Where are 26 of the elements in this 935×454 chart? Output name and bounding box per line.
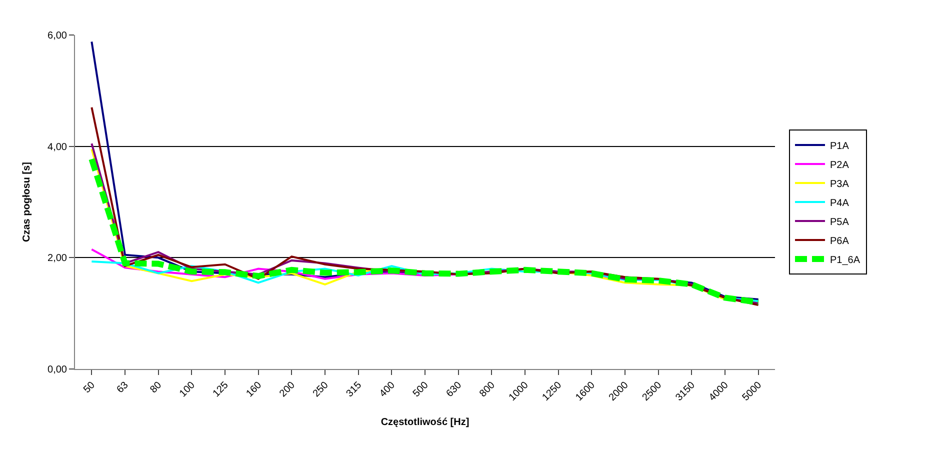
x-tick-label: 250 [311,380,331,400]
x-tick-label: 100 [178,380,198,400]
x-tick-label: 200 [278,380,298,400]
y-tick-label: 0,00 [48,364,68,376]
x-tick-label: 125 [211,380,231,400]
x-tick-label: 400 [378,380,398,400]
legend-label: P5A [830,216,850,228]
legend-label: P3A [830,178,850,190]
x-tick-label: 80 [148,380,164,396]
legend-label: P2A [830,160,850,171]
legend-label: P6A [830,236,850,247]
x-tick-label: 315 [344,380,364,400]
x-tick-label: 63 [115,380,131,396]
y-tick-label: 4,00 [48,142,68,153]
x-tick-label: 50 [82,380,98,396]
x-axis-title: Częstotliwość [Hz] [380,416,470,428]
legend-label: P1_6A [830,254,860,266]
y-tick-label: 2,00 [48,253,68,264]
legend-label: P4A [830,198,850,209]
y-axis-title: Czas pogłosu [s] [22,162,33,242]
x-tick-label: 630 [444,380,464,400]
x-tick-label: 160 [244,380,264,400]
x-tick-label: 800 [478,380,498,400]
x-tick-label: 500 [411,380,431,400]
legend-label: P1A [830,140,850,152]
y-tick-label: 6,00 [48,30,68,42]
